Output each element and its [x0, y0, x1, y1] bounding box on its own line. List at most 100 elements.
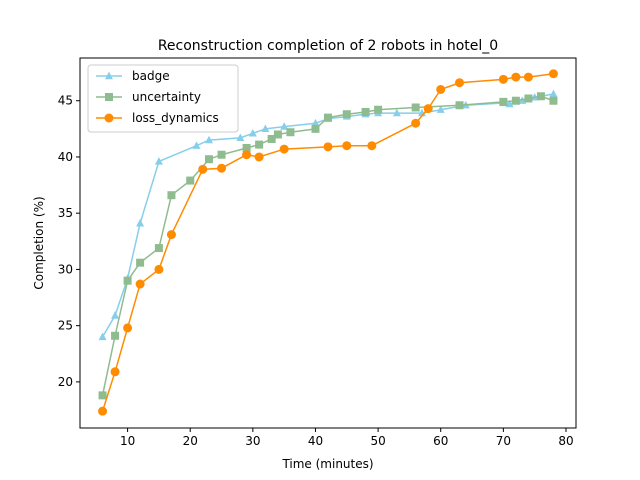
data-point-uncertainty [111, 331, 120, 340]
data-point-uncertainty [154, 244, 163, 253]
data-point-uncertainty [374, 105, 383, 114]
data-point-loss_dynamics [342, 141, 352, 151]
legend-item-loss_dynamics: loss_dynamics [96, 111, 219, 125]
data-point-badge [261, 124, 270, 133]
series-uncertainty [98, 92, 558, 400]
x-tick-label: 30 [245, 434, 260, 448]
legend: badge uncertainty loss_dynamics [87, 64, 239, 133]
data-point-uncertainty [342, 110, 351, 119]
x-tick-label: 10 [120, 434, 135, 448]
y-tick-label: 45 [58, 94, 73, 108]
data-point-uncertainty [217, 150, 226, 159]
data-point-loss_dynamics [154, 264, 164, 274]
data-point-uncertainty [311, 124, 320, 133]
data-point-badge [236, 133, 245, 142]
data-point-uncertainty [123, 276, 132, 285]
x-axis-label: Time (minutes) [281, 457, 373, 471]
data-point-uncertainty [361, 107, 370, 116]
legend-marker-uncertainty [105, 93, 113, 101]
legend-marker-loss_dynamics [104, 113, 114, 123]
data-point-uncertainty [98, 391, 107, 400]
y-tick-label: 30 [58, 262, 73, 276]
plot-layer [98, 69, 558, 416]
y-tick-label: 25 [58, 319, 73, 333]
x-tick-label: 70 [496, 434, 511, 448]
data-point-badge [392, 108, 401, 117]
data-point-badge [436, 105, 445, 113]
data-point-badge [154, 157, 163, 165]
data-point-uncertainty [205, 155, 214, 164]
data-point-loss_dynamics [279, 144, 289, 154]
data-point-badge [311, 118, 320, 127]
data-point-uncertainty [549, 96, 558, 105]
y-tick-label: 35 [58, 206, 73, 220]
data-point-uncertainty [511, 96, 520, 105]
ticks-layer: 10 20 30 40 50 60 70 80 20 25 30 35 40 45 [58, 94, 574, 448]
data-point-loss_dynamics [498, 74, 508, 84]
data-point-loss_dynamics [455, 78, 465, 88]
legend-item-uncertainty: uncertainty [96, 90, 201, 104]
data-point-uncertainty [255, 140, 264, 149]
data-point-badge [505, 99, 514, 108]
series-loss_dynamics [98, 69, 558, 416]
data-point-uncertainty [242, 143, 251, 152]
data-point-loss_dynamics [135, 279, 145, 289]
legend-box [87, 64, 239, 133]
series-line-loss_dynamics [101, 73, 554, 412]
legend-label: uncertainty [132, 90, 201, 104]
data-point-uncertainty [286, 128, 295, 137]
x-tick-label: 60 [433, 434, 448, 448]
y-tick-label: 40 [58, 150, 73, 164]
data-point-uncertainty [455, 101, 464, 110]
data-point-loss_dynamics [523, 72, 533, 82]
data-point-uncertainty [167, 191, 176, 200]
legend-label: loss_dynamics [132, 111, 219, 125]
data-point-loss_dynamics [411, 118, 421, 128]
data-point-loss_dynamics [217, 163, 227, 173]
data-point-badge [280, 122, 289, 130]
data-point-uncertainty [324, 113, 332, 122]
y-axis-label: Completion (%) [32, 196, 46, 289]
x-tick-label: 20 [183, 434, 198, 448]
data-point-uncertainty [267, 134, 276, 143]
data-point-loss_dynamics [548, 69, 558, 79]
data-point-loss_dynamics [423, 104, 433, 114]
data-point-badge [98, 332, 107, 341]
axes-frame [79, 57, 577, 429]
data-point-loss_dynamics [436, 84, 446, 94]
data-point-loss_dynamics [166, 230, 176, 240]
data-point-loss_dynamics [367, 141, 377, 151]
data-point-badge [205, 135, 214, 144]
data-point-badge [549, 89, 558, 98]
x-tick-label: 50 [370, 434, 385, 448]
chart-title: Reconstruction completion of 2 robots in… [158, 38, 498, 54]
data-point-loss_dynamics [98, 406, 108, 416]
data-point-badge [111, 311, 120, 319]
data-point-loss_dynamics [123, 323, 133, 333]
data-point-badge [136, 218, 145, 227]
data-point-uncertainty [273, 130, 282, 139]
data-point-badge [192, 141, 201, 149]
data-point-badge [248, 128, 257, 137]
data-point-uncertainty [136, 258, 145, 267]
legend-label: badge [132, 69, 170, 83]
legend-item-badge: badge [96, 69, 170, 83]
y-tick-label: 20 [58, 375, 73, 389]
data-point-loss_dynamics [511, 72, 521, 82]
data-point-uncertainty [499, 97, 508, 106]
data-point-loss_dynamics [323, 142, 333, 152]
data-point-loss_dynamics [110, 367, 120, 377]
series-line-uncertainty [101, 95, 554, 396]
data-point-loss_dynamics [242, 150, 252, 160]
data-point-loss_dynamics [198, 164, 208, 174]
data-point-uncertainty [186, 176, 195, 185]
data-point-uncertainty [411, 103, 420, 112]
data-point-uncertainty [524, 94, 533, 103]
legend-marker-badge [105, 71, 113, 80]
data-point-loss_dynamics [254, 152, 264, 162]
x-tick-label: 40 [308, 434, 323, 448]
x-tick-label: 80 [558, 434, 573, 448]
data-point-uncertainty [536, 92, 545, 101]
